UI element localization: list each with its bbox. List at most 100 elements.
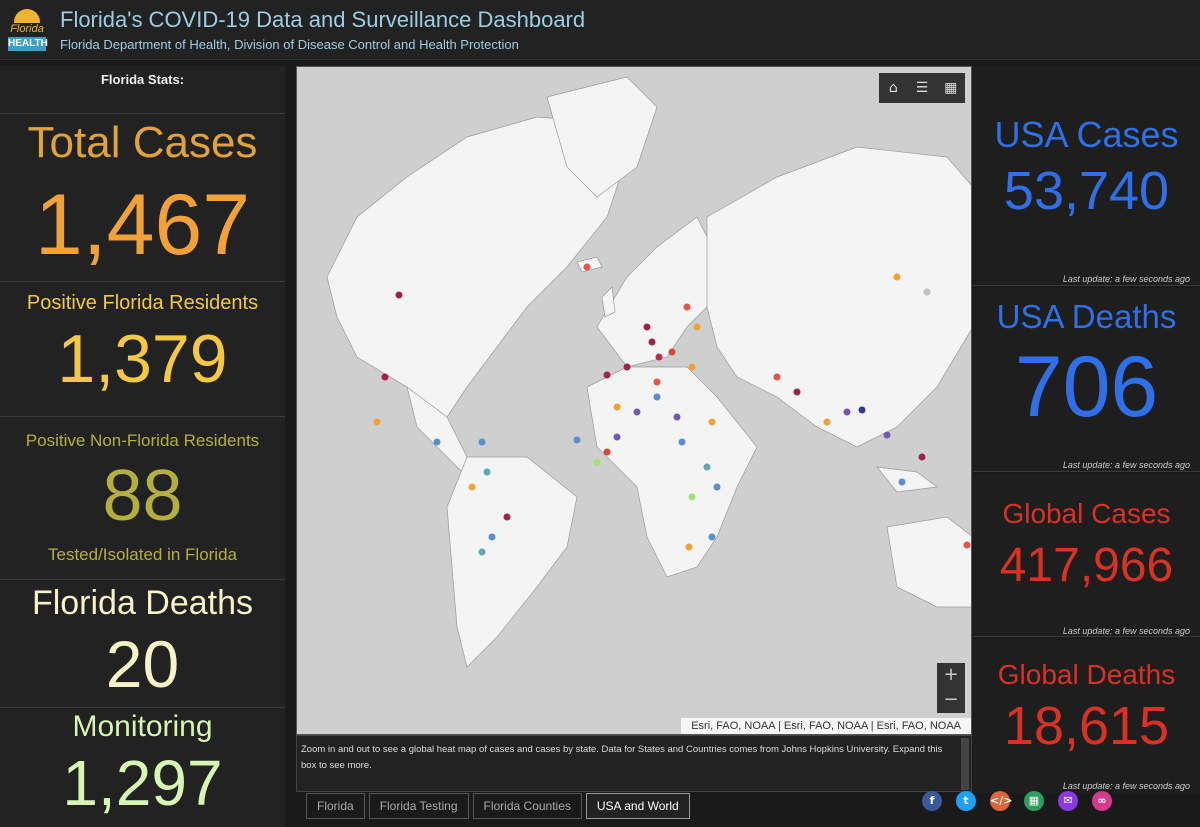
map-canvas[interactable]: [297, 67, 972, 735]
global-cases-update: Last update: a few seconds ago: [1062, 626, 1190, 636]
usa-deaths-panel: USA Deaths 706 Last update: a few second…: [973, 288, 1200, 472]
tab-bar: Florida Florida Testing Florida Counties…: [306, 793, 694, 819]
qr-code-icon[interactable]: ▦: [1024, 791, 1044, 811]
embed-icon[interactable]: </>: [990, 791, 1012, 811]
map-description-text: Zoom in and out to see a global heat map…: [301, 744, 943, 771]
florida-deaths-label: Florida Deaths: [31, 584, 254, 622]
usa-deaths-value: 706: [1014, 339, 1159, 435]
case-marker: [573, 436, 581, 444]
case-marker: [433, 438, 441, 446]
case-markers: [373, 263, 971, 556]
global-cases-panel: Global Cases 417,966 Last update: a few …: [973, 474, 1200, 637]
global-deaths-panel: Global Deaths 18,615 Last update: a few …: [973, 639, 1200, 793]
non-residents-panel: Positive Non-Florida Residents 88 Tested…: [0, 417, 285, 580]
non-residents-value: 88: [102, 456, 183, 536]
positive-residents-label: Positive Florida Residents: [26, 292, 259, 314]
social-share-bar: f t </> ▦ ✉ ∞: [922, 791, 1126, 811]
global-deaths-value: 18,615: [1003, 696, 1170, 756]
case-marker: [963, 541, 971, 549]
case-marker: [613, 403, 621, 411]
positive-residents-panel: Positive Florida Residents 1,379: [0, 282, 285, 417]
tab-florida[interactable]: Florida: [306, 793, 365, 819]
logo-line-1: Florida: [10, 23, 44, 35]
global-deaths-label: Global Deaths: [997, 659, 1176, 690]
case-marker: [603, 448, 611, 456]
case-marker: [883, 431, 891, 439]
usa-world-stats-column: USA Cases 53,740 Last update: a few seco…: [973, 66, 1200, 793]
florida-deaths-panel: Florida Deaths 20: [0, 580, 285, 708]
usa-cases-update: Last update: a few seconds ago: [1062, 274, 1190, 284]
tab-florida-counties[interactable]: Florida Counties: [472, 793, 582, 819]
case-marker: [923, 288, 931, 296]
total-cases-value: 1,467: [34, 177, 251, 273]
case-marker: [673, 413, 681, 421]
indonesia: [876, 466, 938, 493]
uk: [601, 286, 616, 318]
basemap-icon[interactable]: ▦: [944, 80, 958, 96]
map-description[interactable]: Zoom in and out to see a global heat map…: [296, 735, 972, 792]
usa-deaths-label: USA Deaths: [996, 298, 1177, 335]
twitter-icon[interactable]: t: [956, 791, 976, 811]
north-america: [326, 116, 628, 418]
legend-icon[interactable]: ☰: [915, 80, 929, 96]
florida-health-logo: Florida HEALTH: [8, 5, 48, 53]
global-cases-label: Global Cases: [1002, 498, 1171, 529]
case-marker: [683, 303, 691, 311]
zoom-in-button[interactable]: +: [943, 664, 959, 685]
global-deaths-update: Last update: a few seconds ago: [1062, 781, 1190, 791]
iceland: [576, 256, 603, 273]
case-marker: [653, 393, 661, 401]
non-residents-label: Positive Non-Florida Residents: [25, 431, 260, 450]
case-marker: [381, 373, 389, 381]
tab-usa-and-world[interactable]: USA and World: [585, 793, 690, 819]
case-marker: [633, 408, 641, 416]
global-cases-value: 417,966: [999, 539, 1174, 592]
logo-line-2: HEALTH: [8, 37, 48, 51]
case-marker: [648, 338, 656, 346]
case-marker: [688, 363, 696, 371]
case-marker: [655, 353, 663, 361]
australia: [886, 516, 971, 608]
case-marker: [488, 533, 496, 541]
case-marker: [483, 468, 491, 476]
home-icon[interactable]: ⌂: [888, 80, 898, 96]
usa-cases-panel: USA Cases 53,740 Last update: a few seco…: [973, 66, 1200, 286]
zoom-out-button[interactable]: −: [943, 689, 959, 710]
case-marker: [478, 438, 486, 446]
case-marker: [823, 418, 831, 426]
case-marker: [478, 548, 486, 556]
greenland: [546, 76, 658, 198]
usa-deaths-update: Last update: a few seconds ago: [1062, 460, 1190, 470]
description-scrollbar[interactable]: [961, 738, 969, 790]
email-icon[interactable]: ✉: [1058, 791, 1078, 811]
florida-deaths-value: 20: [105, 627, 180, 701]
case-marker: [708, 418, 716, 426]
case-marker: [843, 408, 851, 416]
case-marker: [688, 493, 696, 501]
stats-header-panel: Florida Stats:: [0, 66, 285, 114]
case-marker: [643, 323, 651, 331]
total-cases-panel: Total Cases 1,467: [0, 114, 285, 282]
case-marker: [583, 263, 591, 271]
case-marker: [395, 291, 403, 299]
asia: [706, 146, 971, 448]
page-title: Florida's COVID-19 Data and Surveillance…: [60, 7, 586, 32]
case-marker: [623, 363, 631, 371]
facebook-icon[interactable]: f: [922, 791, 942, 811]
case-marker: [503, 513, 511, 521]
case-marker: [858, 406, 866, 414]
link-icon[interactable]: ∞: [1092, 791, 1112, 811]
zoom-control: + −: [937, 663, 965, 713]
non-residents-sublabel: Tested/Isolated in Florida: [48, 545, 237, 564]
africa: [586, 366, 758, 578]
case-marker: [793, 388, 801, 396]
page-subtitle: Florida Department of Health, Division o…: [60, 37, 519, 52]
tab-florida-testing[interactable]: Florida Testing: [368, 793, 469, 819]
case-marker: [773, 373, 781, 381]
usa-cases-label: USA Cases: [994, 114, 1179, 155]
world-map[interactable]: ⌂ ☰ ▦ + − Esri, FAO, NOAA | Esri, FAO, N…: [296, 66, 972, 735]
monitoring-label: Monitoring: [72, 710, 213, 743]
south-america: [446, 456, 578, 668]
case-marker: [668, 348, 676, 356]
case-marker: [685, 543, 693, 551]
